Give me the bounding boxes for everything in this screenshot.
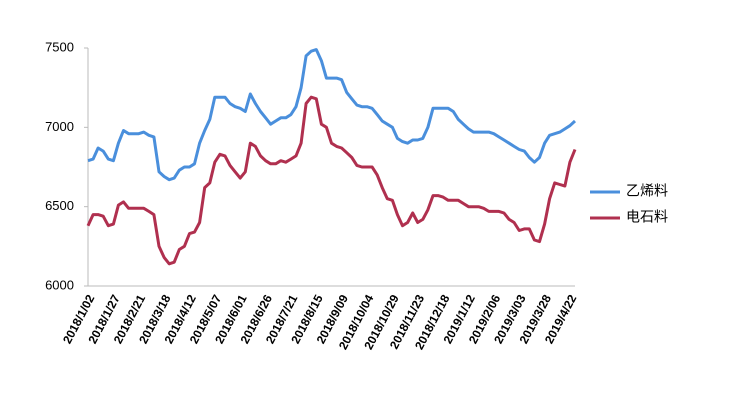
y-tick-label: 6000 xyxy=(45,277,74,292)
y-tick-label: 6500 xyxy=(45,198,74,213)
y-tick-label: 7000 xyxy=(45,119,74,134)
y-tick-label: 7500 xyxy=(45,39,74,54)
series-line xyxy=(87,48,577,182)
legend-label: 电石料 xyxy=(626,209,668,225)
series-line xyxy=(86,95,577,266)
legend-label: 乙烯料 xyxy=(626,183,668,199)
